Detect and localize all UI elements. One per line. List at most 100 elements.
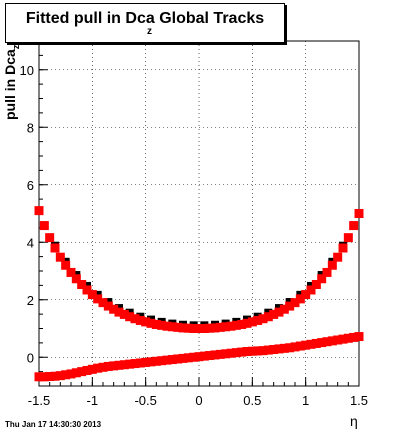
data-point: [263, 345, 273, 355]
data-point: [205, 351, 215, 361]
data-point: [45, 372, 55, 382]
data-point: [77, 280, 87, 290]
data-point: [306, 285, 316, 295]
y-axis-label-text: pull in Dca: [2, 49, 18, 120]
y-tick-label: 10: [20, 63, 34, 78]
data-point: [231, 320, 241, 330]
data-point: [343, 333, 353, 343]
data-point: [151, 319, 161, 329]
data-point: [274, 344, 284, 354]
data-point: [263, 312, 273, 322]
title-box: Fitted pull in Dca Global Tracks z: [5, 3, 285, 43]
data-point: [167, 322, 177, 332]
data-point: [338, 243, 348, 253]
data-point: [50, 243, 60, 253]
data-point: [258, 346, 268, 356]
data-point: [322, 267, 332, 277]
data-point: [87, 364, 97, 374]
data-point: [66, 267, 76, 277]
data-point: [114, 360, 124, 370]
y-tick-label: 6: [27, 178, 34, 193]
data-point: [215, 349, 225, 359]
data-point: [119, 309, 129, 319]
data-point: [295, 294, 305, 304]
x-tick-label: -0.5: [134, 393, 156, 408]
data-point: [194, 324, 204, 333]
data-point: [311, 338, 321, 348]
data-point: [189, 352, 199, 362]
data-point: [109, 361, 119, 371]
data-point: [295, 341, 305, 351]
data-point: [317, 338, 327, 348]
data-point: [61, 370, 71, 380]
data-point: [125, 312, 135, 322]
data-point: [103, 361, 113, 371]
data-point: [71, 368, 81, 378]
data-point: [301, 290, 311, 300]
tick-labels: -1.5 -1 -0.5 0 0.5 1 1.5 0 2 4 6 8 10: [20, 63, 369, 408]
data-point: [210, 323, 220, 333]
y-tick-label: 0: [27, 350, 34, 365]
data-point: [34, 372, 44, 382]
data-point: [34, 206, 44, 216]
data-point: [146, 318, 156, 328]
data-point: [242, 318, 252, 328]
data-point: [279, 304, 289, 314]
data-point: [205, 323, 215, 333]
data-point: [109, 304, 119, 314]
data-point: [66, 369, 76, 379]
data-point: [306, 339, 316, 349]
data-point: [237, 319, 247, 329]
title-subscript: z: [147, 26, 152, 37]
data-point: [130, 314, 140, 324]
data-point: [226, 348, 236, 358]
x-tick-label: -1.5: [28, 393, 50, 408]
chart-title: Fitted pull in Dca Global Tracks: [25, 10, 265, 27]
data-point: [354, 209, 364, 218]
data-point: [183, 353, 193, 363]
data-point: [333, 335, 343, 345]
data-point: [130, 359, 140, 369]
y-axis-label: pull in Dcaz: [2, 45, 21, 120]
y-tick-label: 2: [27, 293, 34, 308]
data-point: [135, 358, 145, 368]
y-tick-label: 4: [27, 235, 34, 250]
data-point: [87, 290, 97, 300]
data-point: [114, 307, 124, 317]
data-point: [55, 371, 65, 381]
data-point: [199, 324, 209, 333]
x-tick-label: 1.5: [350, 393, 368, 408]
data-point: [221, 349, 231, 359]
data-point: [61, 260, 71, 270]
data-point: [231, 348, 241, 358]
data-point: [333, 252, 343, 262]
data-point: [226, 321, 236, 331]
data-point: [301, 340, 311, 350]
data-point: [183, 323, 193, 333]
data-point: [269, 309, 279, 319]
data-point: [167, 355, 177, 365]
data-points: [34, 206, 364, 382]
data-point: [349, 332, 359, 342]
data-point: [199, 351, 209, 361]
data-point: [157, 320, 167, 330]
data-point: [119, 360, 129, 370]
data-point: [285, 301, 295, 311]
data-point: [189, 324, 199, 333]
data-point: [125, 359, 135, 369]
data-point: [290, 298, 300, 308]
data-point: [311, 280, 321, 290]
data-point: [327, 336, 337, 346]
data-point: [141, 357, 151, 367]
data-point: [98, 298, 108, 308]
data-point: [162, 321, 172, 331]
data-point: [349, 221, 359, 231]
data-point: [338, 334, 348, 344]
y-tick-label: 8: [27, 120, 34, 135]
data-point: [103, 301, 113, 311]
x-tick-label: 1: [302, 393, 309, 408]
data-point: [274, 307, 284, 317]
data-point: [71, 274, 81, 284]
x-tick-label: 0: [195, 393, 202, 408]
